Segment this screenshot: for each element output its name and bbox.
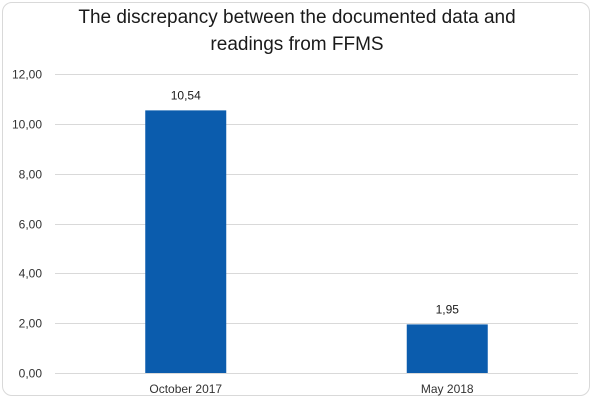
chart-title-line-1: The discrepancy between the documented d… — [78, 7, 516, 28]
chart-title: The discrepancy between the documented d… — [0, 4, 594, 58]
data-label: 10,54 — [171, 88, 201, 102]
chart-frame — [2, 2, 590, 396]
y-tick-label: 0,00 — [19, 367, 43, 381]
y-tick-label: 2,00 — [19, 317, 43, 331]
bar — [145, 110, 227, 374]
y-tick-label: 8,00 — [19, 168, 43, 182]
y-tick-label: 12,00 — [12, 68, 42, 82]
y-tick-label: 10,00 — [12, 118, 42, 132]
y-axis-tick-labels: 0,00 2,00 4,00 6,00 8,00 10,00 12,00 — [12, 68, 42, 381]
chart-title-line-2: readings from FFMS — [210, 34, 384, 55]
y-tick-label: 4,00 — [19, 267, 43, 281]
data-labels: 10,54 1,95 — [171, 88, 460, 316]
bar — [406, 324, 488, 373]
gridlines — [55, 74, 578, 374]
bars — [145, 110, 488, 374]
x-axis-tick-labels: October 2017 May 2018 — [149, 382, 474, 396]
data-label: 1,95 — [436, 302, 460, 316]
x-tick-label: May 2018 — [421, 382, 474, 396]
y-tick-label: 6,00 — [19, 218, 43, 232]
x-tick-label: October 2017 — [149, 382, 222, 396]
